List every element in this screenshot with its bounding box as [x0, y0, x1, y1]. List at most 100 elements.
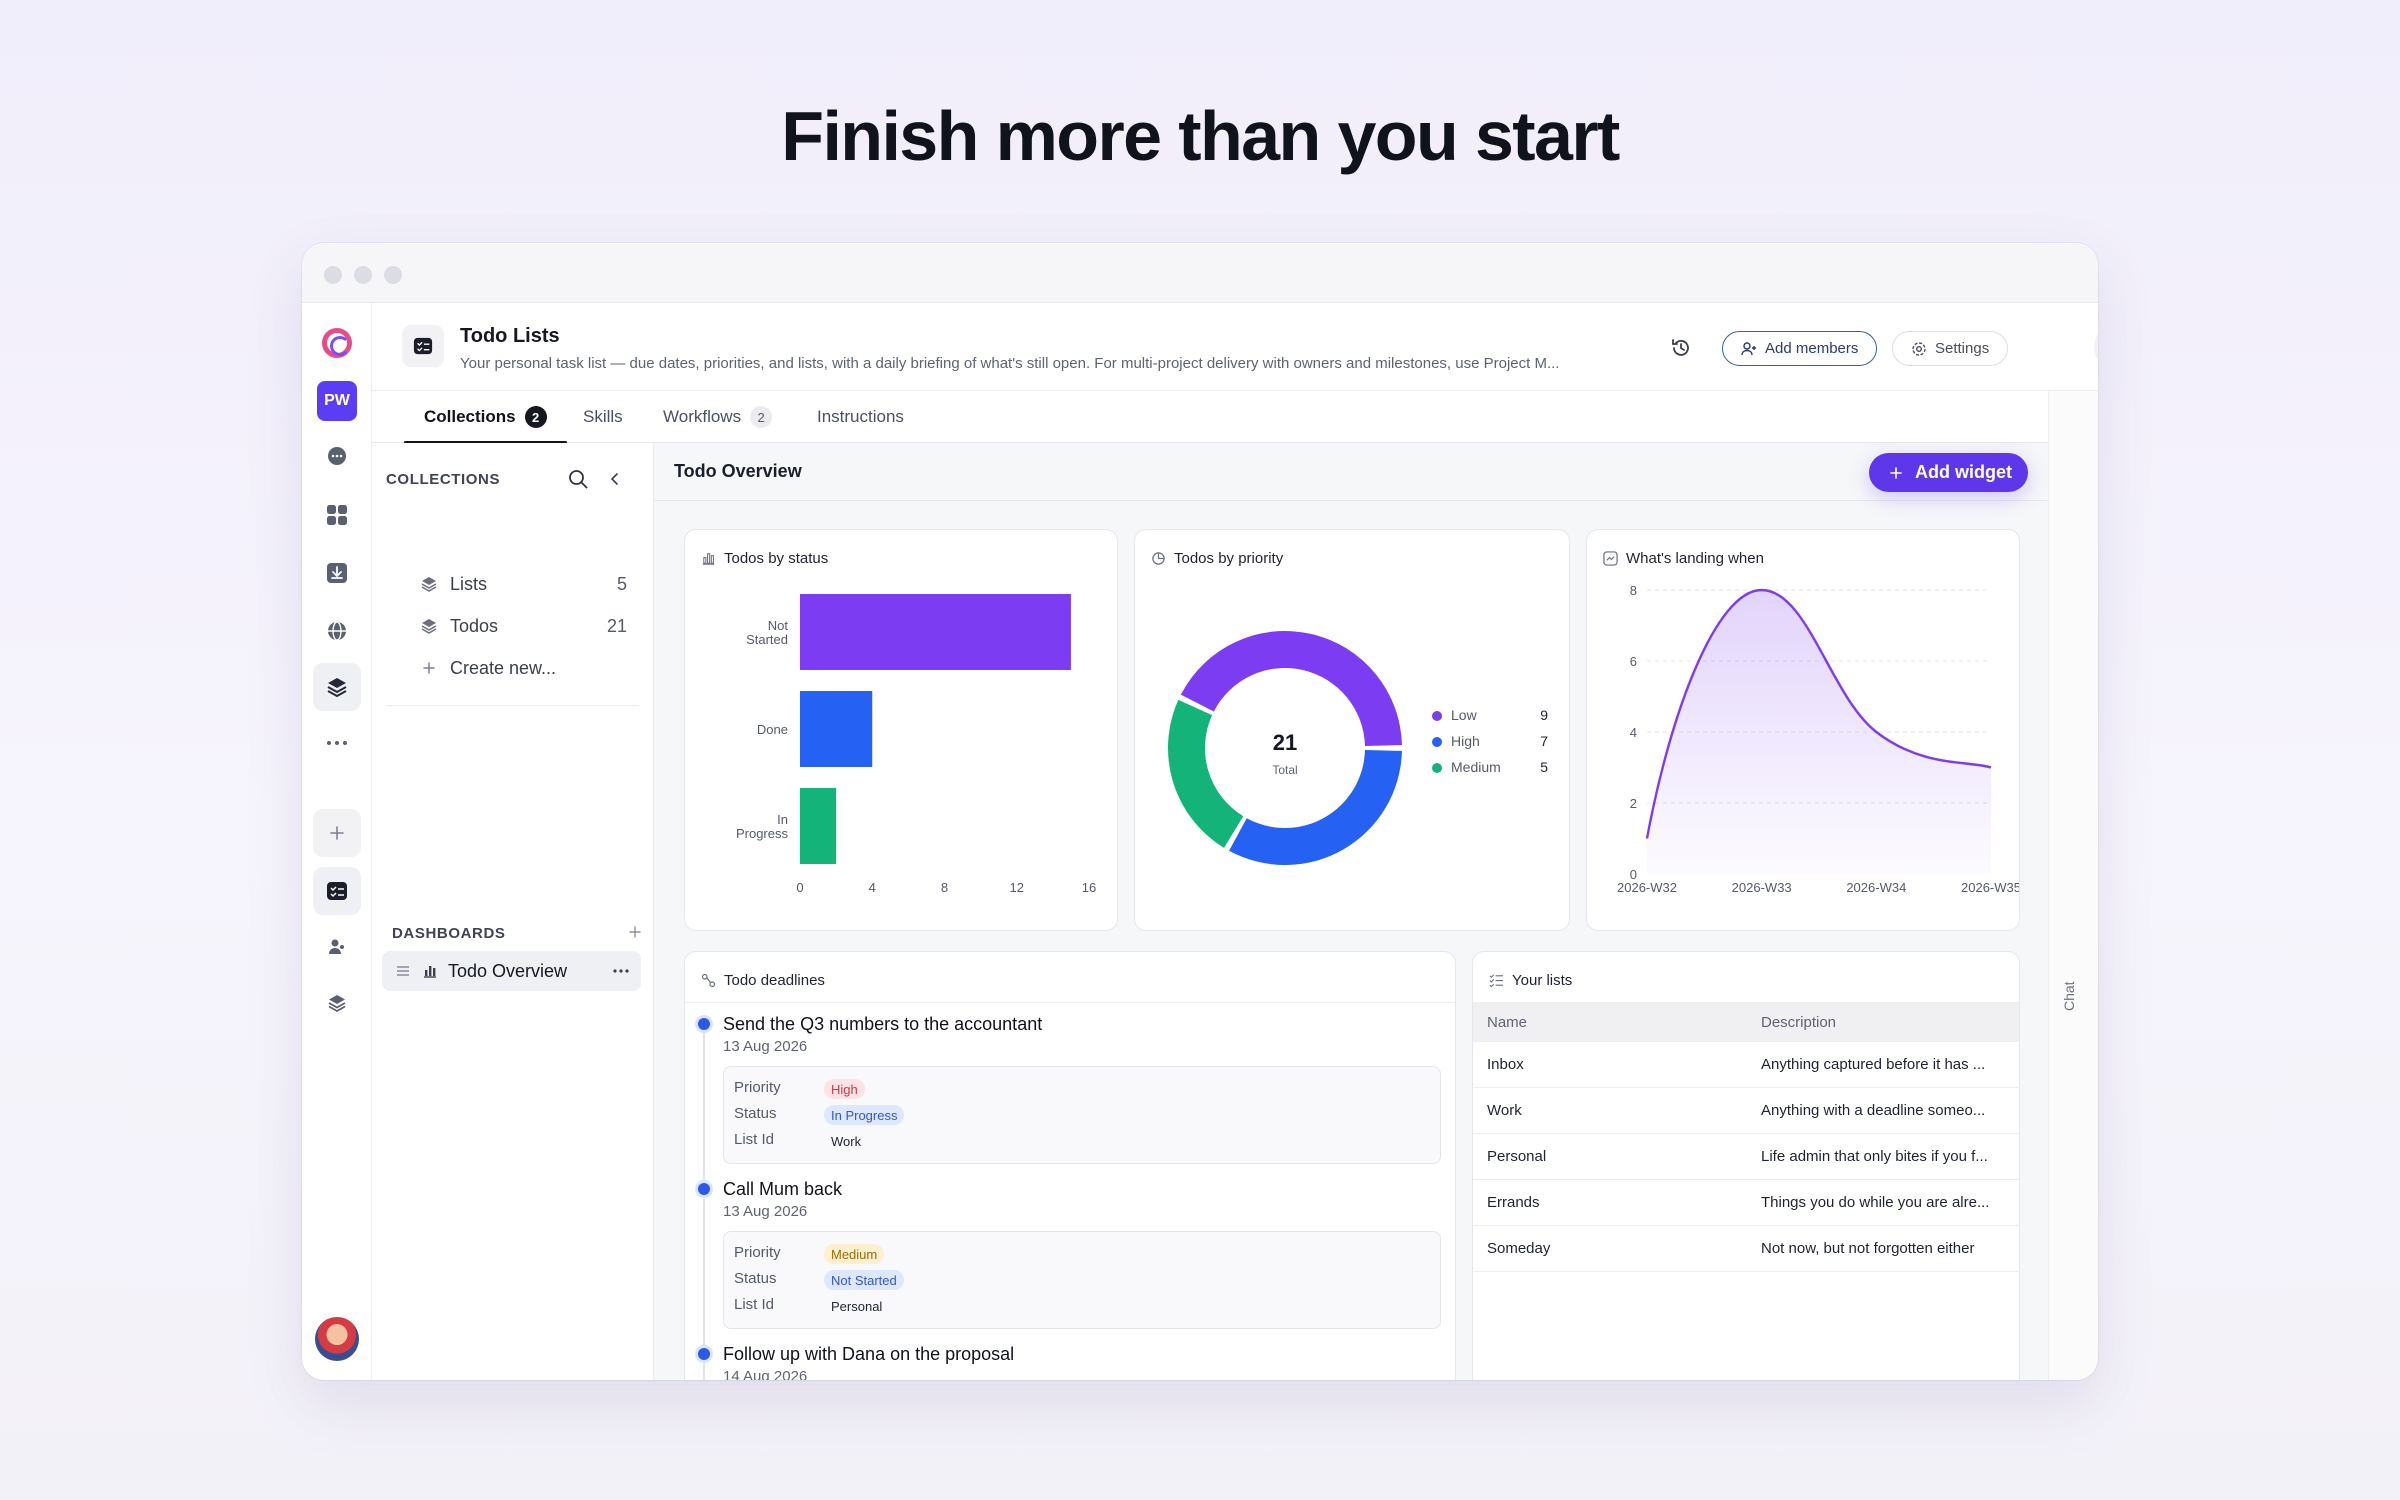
widget-todos-by-status: Todos by status Not Started Done In Progress… [684, 529, 1118, 931]
collections-heading: COLLECTIONS [386, 471, 501, 488]
todo-app-icon[interactable] [313, 867, 361, 915]
area-fill [1647, 590, 1991, 874]
category-label: Done [757, 722, 788, 737]
add-widget-button[interactable]: Add widget [1869, 453, 2028, 492]
tab-instructions[interactable]: Instructions [817, 391, 904, 443]
history-icon[interactable] [1668, 335, 1694, 361]
add-widget-label: Add widget [1915, 462, 2012, 482]
workspace-avatar[interactable]: PW [313, 377, 361, 425]
todo-list-icon [402, 325, 444, 367]
legend-label: High [1451, 733, 1480, 749]
status-badge: In Progress [824, 1105, 905, 1125]
tab-label: Instructions [817, 407, 904, 426]
sidebar-item-todo-overview[interactable]: Todo Overview [382, 951, 641, 991]
more-dots-icon[interactable] [313, 719, 361, 767]
hero-title: Finish more than you start [781, 97, 1620, 175]
legend-swatch [1432, 737, 1442, 747]
notifications-button[interactable]: 2 [2094, 323, 2098, 371]
list-name: Someday [1487, 1240, 1551, 1257]
status-label: Status [734, 1270, 777, 1287]
x-tick-label: 2026-W34 [1846, 880, 1906, 895]
x-tick-label: 8 [941, 880, 948, 895]
create-new-label: Create new... [450, 657, 557, 678]
status-bar [800, 788, 837, 864]
app-header: Todo Lists Your personal task list — due… [372, 303, 2098, 391]
window-maximize-dot[interactable] [384, 266, 402, 284]
category-label: Progress [736, 826, 789, 841]
widget-title-text: Todos by priority [1174, 550, 1284, 567]
collapse-chevron-icon[interactable] [608, 471, 622, 492]
timeline-line [703, 1022, 705, 1380]
y-tick-label: 4 [1630, 725, 1637, 740]
widget-title: Your lists [1489, 972, 1572, 989]
sidebar-item-label: Todos [450, 615, 499, 636]
layers-icon[interactable] [313, 663, 361, 711]
app-window: PW [302, 243, 2098, 1380]
widget-title: Todos by priority [1151, 550, 1283, 567]
y-tick-label: 0 [1630, 867, 1637, 882]
table-row[interactable]: Errands Things you do while you are alre… [1473, 1180, 2019, 1226]
y-tick-label: 6 [1630, 654, 1637, 669]
status-bar [800, 691, 873, 767]
user-avatar[interactable] [313, 1315, 361, 1363]
window-titlebar [302, 243, 2098, 303]
donut-total-label: Total [1272, 763, 1297, 777]
deadline-title[interactable]: Follow up with Dana on the proposal [723, 1344, 1015, 1364]
dashboard-main: Todo Overview Add widget Todos by status… [654, 443, 2048, 1380]
inbox-download-icon[interactable] [313, 549, 361, 597]
create-new-button[interactable]: Create new... [420, 653, 627, 683]
widget-your-lists: Your lists Name Description Inbox Anythi… [1472, 951, 2020, 1380]
chat-bubble-icon[interactable] [313, 433, 361, 481]
donut-slice [1180, 630, 1402, 747]
add-app-icon[interactable] [313, 809, 361, 857]
chat-panel-toggle[interactable]: Chat [2048, 391, 2098, 1380]
timeline-icon [701, 973, 716, 988]
list-id-label: List Id [734, 1296, 775, 1313]
settings-button[interactable]: Settings [1892, 331, 2009, 366]
table-row[interactable]: Work Anything with a deadline someo... [1473, 1088, 2019, 1134]
add-members-label: Add members [1765, 340, 1859, 357]
add-members-button[interactable]: Add members [1722, 331, 1878, 366]
list-name: Personal [1487, 1148, 1547, 1165]
list-description: Anything with a deadline someo... [1761, 1102, 1986, 1119]
deadline-date: 13 Aug 2026 [723, 1203, 808, 1220]
legend-label: Low [1451, 707, 1478, 723]
table-row[interactable]: Inbox Anything captured before it has ..… [1473, 1042, 2019, 1088]
tab-workflows[interactable]: Workflows 2 [663, 391, 773, 443]
deadline-details: Priority Medium Status Not Started List … [723, 1231, 1441, 1329]
app-logo-icon[interactable] [313, 319, 361, 367]
legend-swatch [1432, 711, 1442, 721]
deadline-title[interactable]: Send the Q3 numbers to the accountant [723, 1014, 1043, 1034]
tab-skills[interactable]: Skills [583, 391, 623, 443]
list-name: Errands [1487, 1194, 1540, 1211]
globe-icon[interactable] [313, 607, 361, 655]
add-dashboard-icon[interactable] [628, 925, 642, 944]
x-tick-label: 4 [869, 880, 876, 895]
gear-icon [1912, 341, 1926, 356]
column-header-name[interactable]: Name [1487, 1014, 1528, 1031]
tab-collections[interactable]: Collections 2 [404, 391, 567, 444]
people-app-icon[interactable] [313, 923, 361, 971]
column-header-description[interactable]: Description [1761, 1014, 1837, 1031]
apps-grid-icon[interactable] [313, 491, 361, 539]
line-chart-icon [1603, 551, 1618, 566]
y-tick-label: 2 [1630, 796, 1637, 811]
table-row[interactable]: Someday Not now, but not forgotten eithe… [1473, 1226, 2019, 1272]
search-icon[interactable] [568, 469, 588, 494]
priority-donut-chart: 21 Total Low 9 High 7 Medium 5 [1168, 630, 1548, 865]
window-minimize-dot[interactable] [354, 266, 372, 284]
window-close-dot[interactable] [324, 266, 342, 284]
more-options-icon[interactable] [613, 969, 629, 973]
donut-slice [1229, 749, 1402, 865]
page-description: Your personal task list — due dates, pri… [460, 355, 1560, 372]
sidebar-item-lists[interactable]: Lists 5 [420, 569, 627, 599]
deadline-title[interactable]: Call Mum back [723, 1179, 843, 1199]
sidebar-item-todos[interactable]: Todos 21 [420, 611, 627, 641]
drag-handle-icon[interactable] [396, 965, 410, 977]
table-row[interactable]: Personal Life admin that only bites if y… [1473, 1134, 2019, 1180]
stack-app-icon[interactable] [313, 979, 361, 1027]
layers-icon [420, 576, 438, 592]
x-tick-label: 16 [1082, 880, 1096, 895]
widget-title-text: Your lists [1512, 972, 1573, 989]
